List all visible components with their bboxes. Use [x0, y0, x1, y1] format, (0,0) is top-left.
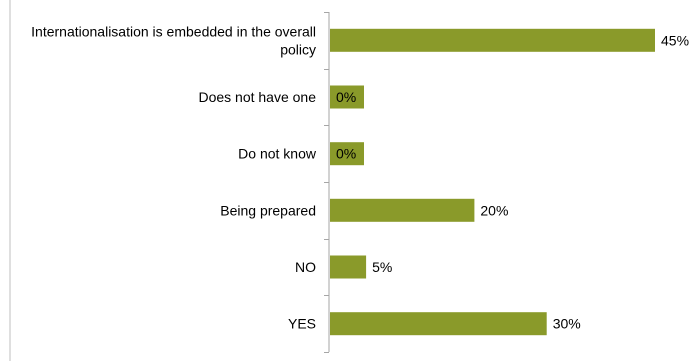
- category-label: Internationalisation is embedded in the …: [31, 23, 316, 57]
- value-label: 20%: [480, 202, 508, 218]
- bars: [330, 28, 655, 336]
- category-label-line: NO: [295, 259, 316, 275]
- category-label: Do not know: [238, 146, 317, 162]
- category-axis: [324, 12, 330, 353]
- bar: [330, 28, 655, 52]
- category-label-line: policy: [280, 41, 316, 57]
- category-label-line: Do not know: [238, 146, 317, 162]
- bar: [330, 85, 364, 109]
- bar: [330, 312, 547, 336]
- value-label: 45%: [661, 32, 689, 48]
- value-label: 0%: [336, 89, 356, 105]
- value-label: 5%: [372, 259, 392, 275]
- category-label: Being prepared: [220, 202, 316, 218]
- category-labels: Internationalisation is embedded in the …: [31, 23, 317, 331]
- category-label-line: YES: [288, 316, 316, 332]
- value-labels: 45% 0% 0% 20% 5% 30%: [336, 32, 689, 331]
- category-label: NO: [295, 259, 316, 275]
- value-label: 0%: [336, 146, 356, 162]
- category-label: YES: [288, 316, 316, 332]
- bar: [330, 255, 367, 279]
- category-label: Does not have one: [198, 89, 316, 105]
- bar: [330, 198, 475, 222]
- value-label: 30%: [553, 316, 581, 332]
- category-label-line: Does not have one: [198, 89, 316, 105]
- category-label-line: Internationalisation is embedded in the …: [31, 23, 316, 39]
- bar: [330, 142, 364, 166]
- category-label-line: Being prepared: [220, 202, 316, 218]
